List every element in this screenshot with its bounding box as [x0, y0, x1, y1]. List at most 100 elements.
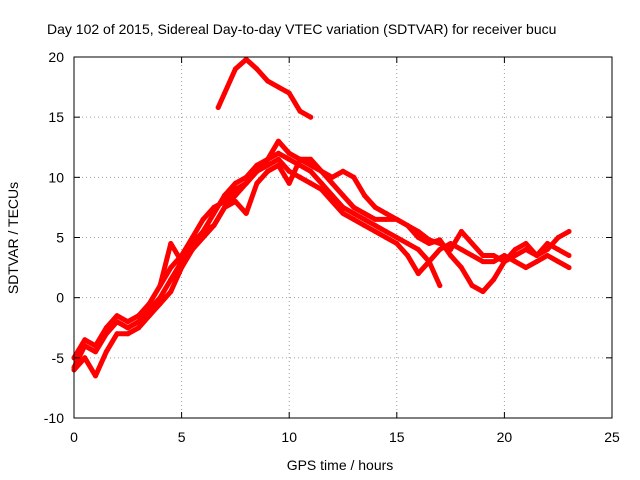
chart-title: Day 102 of 2015, Sidereal Day-to-day VTE…	[47, 21, 556, 37]
data-point	[125, 331, 131, 337]
data-point	[157, 283, 163, 289]
data-point	[232, 198, 238, 204]
data-point	[211, 223, 217, 228]
data-point	[362, 223, 367, 228]
data-point	[469, 283, 475, 289]
series-track-4	[157, 156, 572, 289]
x-tick-label: 15	[389, 429, 405, 445]
y-axis-label: SDTVAR / TECUs	[5, 182, 21, 294]
data-point	[372, 229, 378, 234]
data-point	[469, 241, 475, 246]
data-point	[544, 253, 550, 258]
data-point	[458, 229, 464, 234]
data-point	[555, 247, 561, 252]
data-point	[265, 162, 271, 168]
data-point	[243, 180, 249, 186]
data-point	[372, 216, 378, 222]
data-point	[555, 235, 561, 240]
data-point	[544, 241, 550, 246]
data-point	[308, 180, 314, 186]
data-point	[82, 355, 88, 361]
data-point	[491, 277, 497, 283]
data-point	[501, 259, 507, 265]
data-point	[458, 265, 464, 271]
data-point	[243, 210, 249, 216]
data-point	[254, 180, 260, 186]
data-point	[405, 241, 411, 246]
data-point	[168, 265, 174, 271]
data-point	[200, 229, 206, 234]
data-point	[394, 216, 400, 222]
y-tick-label: 10	[48, 169, 64, 185]
data-point	[319, 168, 324, 174]
data-point	[340, 168, 346, 174]
data-point	[437, 283, 443, 289]
data-point	[286, 168, 292, 174]
x-tick-label: 20	[497, 429, 513, 445]
axis-ticks: 0 5 10 15 20 25 -10 -5 0 5 10 15 20	[44, 49, 620, 445]
data-point	[103, 325, 109, 331]
data-point	[340, 192, 346, 198]
data-point	[308, 114, 314, 120]
data-point	[308, 168, 314, 174]
data-point	[566, 229, 572, 234]
data-point	[405, 223, 411, 228]
data-point	[286, 150, 292, 156]
data-point	[275, 156, 281, 162]
data-point	[286, 90, 292, 96]
data-point	[362, 192, 367, 198]
data-point	[308, 156, 314, 162]
data-point	[555, 259, 561, 265]
data-point	[146, 301, 152, 307]
data-point	[275, 84, 281, 90]
data-point	[265, 156, 271, 162]
data-point	[329, 198, 335, 204]
y-tick-label: -10	[44, 410, 64, 426]
data-point	[254, 168, 260, 174]
data-point	[211, 204, 217, 210]
series-track-5	[215, 56, 314, 120]
data-point	[232, 192, 238, 198]
data-point	[512, 259, 518, 265]
data-point	[415, 271, 421, 277]
data-point	[383, 235, 389, 240]
data-point	[275, 162, 281, 168]
data-point	[103, 349, 109, 355]
data-point	[125, 325, 131, 331]
data-point	[491, 253, 497, 258]
data-point	[232, 180, 238, 186]
data-point	[458, 247, 464, 252]
data-point	[297, 108, 303, 114]
data-point	[340, 210, 346, 216]
data-point	[351, 174, 357, 180]
data-point	[448, 247, 454, 252]
data-point	[566, 265, 572, 271]
data-point	[189, 247, 195, 252]
x-tick-label: 25	[604, 429, 620, 445]
x-tick-label: 5	[178, 429, 186, 445]
data-point	[215, 105, 221, 110]
data-point	[200, 216, 206, 222]
data-point	[534, 259, 540, 265]
data-point	[383, 210, 389, 216]
data-point	[168, 277, 174, 283]
data-point	[351, 210, 357, 216]
data-point	[93, 343, 98, 349]
data-point	[243, 56, 249, 62]
data-point	[286, 180, 292, 186]
data-point	[286, 156, 292, 162]
data-point	[394, 241, 400, 246]
data-point	[179, 265, 185, 271]
data-point	[415, 247, 421, 252]
data-point	[114, 331, 120, 337]
data-point	[394, 235, 400, 240]
data-point	[566, 253, 572, 258]
data-point	[383, 229, 389, 234]
grid	[74, 57, 612, 418]
data-point	[168, 289, 174, 295]
data-point	[351, 216, 357, 222]
data-point	[437, 247, 443, 252]
data-point	[93, 349, 98, 355]
data-point	[329, 180, 335, 186]
